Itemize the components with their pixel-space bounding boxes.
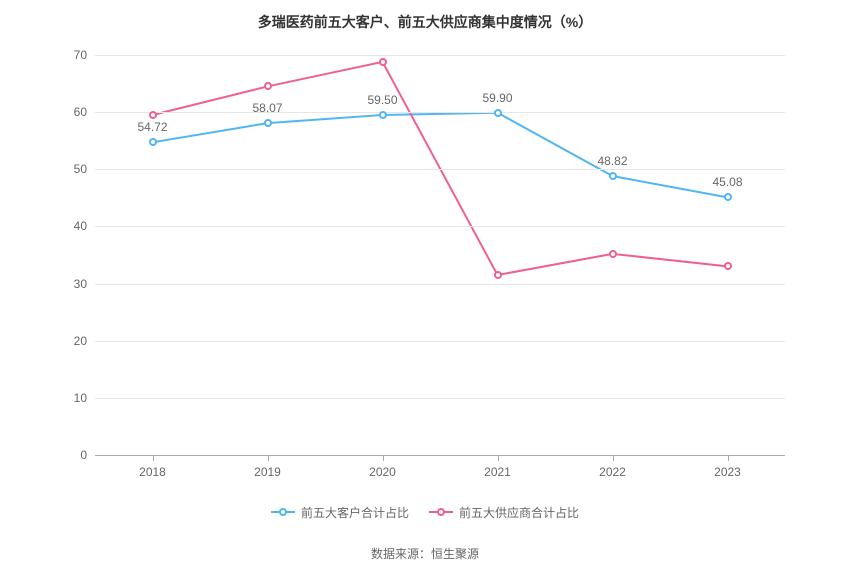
series-marker: [379, 111, 387, 119]
x-axis-label: 2019: [254, 455, 281, 479]
series-marker: [609, 250, 617, 258]
data-label: 59.90: [482, 91, 512, 105]
data-label: 45.08: [712, 175, 742, 189]
legend-label: 前五大客户合计占比: [301, 504, 409, 521]
x-axis-label: 2022: [599, 455, 626, 479]
x-axis-label: 2021: [484, 455, 511, 479]
series-marker: [494, 271, 502, 279]
series-marker: [149, 138, 157, 146]
legend-item[interactable]: 前五大供应商合计占比: [429, 504, 579, 521]
chart-title: 多瑞医药前五大客户、前五大供应商集中度情况（%）: [0, 0, 850, 32]
legend-label: 前五大供应商合计占比: [459, 504, 579, 521]
legend-marker-icon: [437, 508, 445, 516]
gridline: [95, 341, 785, 342]
y-axis-label: 70: [74, 48, 95, 62]
series-marker: [494, 109, 502, 117]
data-source: 数据来源：恒生聚源: [0, 545, 850, 562]
legend-marker-icon: [279, 508, 287, 516]
series-marker: [149, 111, 157, 119]
y-axis-label: 0: [80, 448, 95, 462]
gridline: [95, 226, 785, 227]
series-marker: [609, 172, 617, 180]
gridline: [95, 55, 785, 56]
data-label: 59.50: [367, 93, 397, 107]
series-marker: [724, 262, 732, 270]
legend-swatch: [271, 511, 295, 513]
data-label: 54.72: [137, 120, 167, 134]
series-marker: [264, 119, 272, 127]
legend-swatch: [429, 511, 453, 513]
legend: 前五大客户合计占比 前五大供应商合计占比: [0, 500, 850, 521]
series-marker: [724, 193, 732, 201]
x-axis-line: [95, 455, 785, 456]
y-axis-label: 10: [74, 391, 95, 405]
plot-area: 0102030405060702018201920202021202220235…: [95, 55, 785, 455]
y-axis-label: 30: [74, 277, 95, 291]
x-axis-label: 2018: [139, 455, 166, 479]
gridline: [95, 169, 785, 170]
y-axis-label: 20: [74, 334, 95, 348]
y-axis-label: 50: [74, 162, 95, 176]
data-label: 48.82: [597, 154, 627, 168]
series-line: [153, 113, 728, 198]
gridline: [95, 284, 785, 285]
legend-item[interactable]: 前五大客户合计占比: [271, 504, 409, 521]
x-axis-label: 2023: [714, 455, 741, 479]
series-marker: [379, 58, 387, 66]
series-marker: [264, 82, 272, 90]
gridline: [95, 398, 785, 399]
data-label: 58.07: [252, 101, 282, 115]
x-axis-label: 2020: [369, 455, 396, 479]
y-axis-label: 40: [74, 219, 95, 233]
gridline: [95, 112, 785, 113]
y-axis-label: 60: [74, 105, 95, 119]
chart-container: 多瑞医药前五大客户、前五大供应商集中度情况（%） 010203040506070…: [0, 0, 850, 575]
chart-lines-svg: [95, 55, 785, 455]
